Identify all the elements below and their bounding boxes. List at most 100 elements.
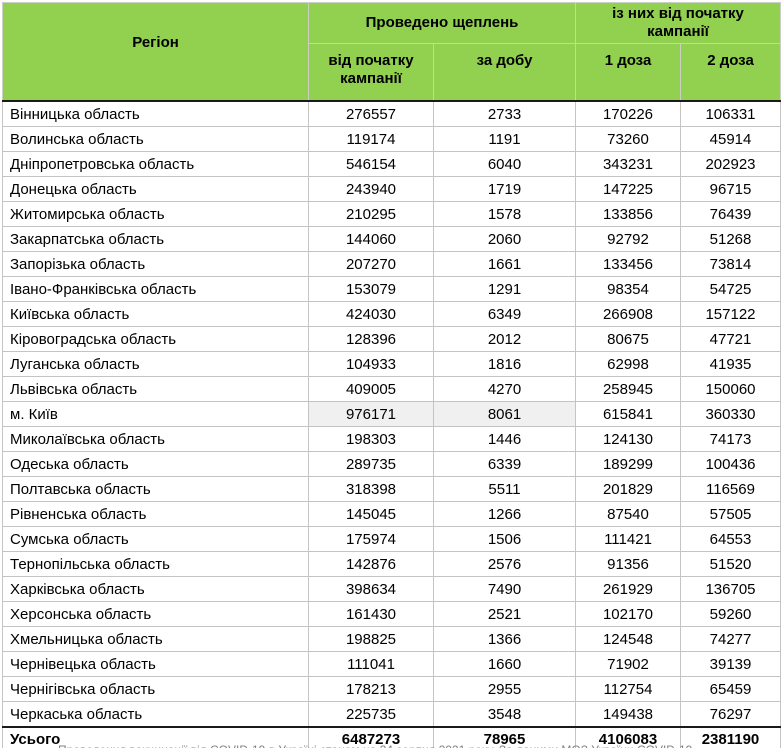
dose2-cell: 106331 — [680, 100, 781, 127]
dose1-cell: 87540 — [575, 501, 681, 527]
since-start-cell: 142876 — [308, 551, 434, 577]
figure-caption-partial: Проведення вакцинації від COVID-19 в Укр… — [58, 743, 780, 748]
dose1-cell: 112754 — [575, 676, 681, 702]
dose2-cell: 157122 — [680, 301, 781, 327]
dose1-cell: 258945 — [575, 376, 681, 402]
total-dose2-cell: 2381190 — [680, 726, 781, 748]
total-day-cell: 78965 — [433, 726, 576, 748]
per-day-cell: 1578 — [433, 201, 576, 227]
dose1-cell: 80675 — [575, 326, 681, 352]
since-start-cell: 424030 — [308, 301, 434, 327]
region-cell: Івано-Франківська область — [2, 276, 309, 302]
per-day-cell: 6339 — [433, 451, 576, 477]
table-row: Львівська область 409005 4270 258945 150060 — [2, 376, 781, 402]
table-row: Чернігівська область 178213 2955 112754 6545… — [2, 676, 781, 702]
header-group-vaccinations: Проведено щеплень — [308, 2, 576, 44]
dose1-cell: 147225 — [575, 176, 681, 202]
table-row: Київська область 424030 6349 266908 157122 — [2, 301, 781, 327]
table-row: Черкаська область 225735 3548 149438 76297 — [2, 701, 781, 728]
per-day-cell: 8061 — [433, 401, 576, 427]
dose2-cell: 39139 — [680, 651, 781, 677]
dose1-cell: 261929 — [575, 576, 681, 602]
dose2-cell: 360330 — [680, 401, 781, 427]
since-start-cell: 243940 — [308, 176, 434, 202]
region-cell: Рівненська область — [2, 501, 309, 527]
per-day-cell: 2955 — [433, 676, 576, 702]
per-day-cell: 1191 — [433, 126, 576, 152]
dose1-cell: 124548 — [575, 626, 681, 652]
since-start-cell: 276557 — [308, 100, 434, 127]
dose1-cell: 201829 — [575, 476, 681, 502]
table-body: Вінницька область 276557 2733 170226 106331 В… — [2, 100, 781, 728]
table-row: Сумська область 175974 1506 111421 64553 — [2, 526, 781, 552]
region-cell: Харківська область — [2, 576, 309, 602]
table-row: Луганська область 104933 1816 62998 41935 — [2, 351, 781, 377]
header-group-since-campaign: із них від початку кампанії — [575, 2, 781, 44]
region-cell: Полтавська область — [2, 476, 309, 502]
since-start-cell: 198825 — [308, 626, 434, 652]
per-day-cell: 1366 — [433, 626, 576, 652]
region-cell: Миколаївська область — [2, 426, 309, 452]
dose2-cell: 59260 — [680, 601, 781, 627]
per-day-cell: 6349 — [433, 301, 576, 327]
since-start-cell: 119174 — [308, 126, 434, 152]
table-row: Тернопільська область 142876 2576 91356 5152… — [2, 551, 781, 577]
since-start-cell: 144060 — [308, 226, 434, 252]
dose1-cell: 133856 — [575, 201, 681, 227]
header-col-per-day: за добу — [433, 43, 576, 102]
dose1-cell: 92792 — [575, 226, 681, 252]
total-since-cell: 6487273 — [308, 726, 434, 748]
per-day-cell: 1506 — [433, 526, 576, 552]
since-start-cell: 145045 — [308, 501, 434, 527]
table-row: Херсонська область 161430 2521 102170 59260 — [2, 601, 781, 627]
dose2-cell: 51268 — [680, 226, 781, 252]
dose1-cell: 102170 — [575, 601, 681, 627]
dose1-cell: 111421 — [575, 526, 681, 552]
header-col-since-start: від початку кампанії — [308, 43, 434, 102]
per-day-cell: 2521 — [433, 601, 576, 627]
per-day-cell: 1660 — [433, 651, 576, 677]
table-row: Харківська область 398634 7490 261929 136705 — [2, 576, 781, 602]
table-row: Донецька область 243940 1719 147225 96715 — [2, 176, 781, 202]
table-row: Волинська область 119174 1191 73260 45914 — [2, 126, 781, 152]
dose1-cell: 133456 — [575, 251, 681, 277]
since-start-cell: 318398 — [308, 476, 434, 502]
per-day-cell: 2060 — [433, 226, 576, 252]
dose2-cell: 47721 — [680, 326, 781, 352]
dose2-cell: 100436 — [680, 451, 781, 477]
table-row: Кіровоградська область 128396 2012 80675 477… — [2, 326, 781, 352]
per-day-cell: 2012 — [433, 326, 576, 352]
since-start-cell: 175974 — [308, 526, 434, 552]
since-start-cell: 198303 — [308, 426, 434, 452]
table-row: Закарпатська область 144060 2060 92792 51268 — [2, 226, 781, 252]
dose1-cell: 615841 — [575, 401, 681, 427]
dose1-cell: 73260 — [575, 126, 681, 152]
since-start-cell: 976171 — [308, 401, 434, 427]
table-row: Вінницька область 276557 2733 170226 106331 — [2, 100, 781, 127]
dose1-cell: 71902 — [575, 651, 681, 677]
region-cell: Черкаська область — [2, 701, 309, 728]
since-start-cell: 207270 — [308, 251, 434, 277]
table-row: Івано-Франківська область 153079 1291 98354… — [2, 276, 781, 302]
table-row: Рівненська область 145045 1266 87540 57505 — [2, 501, 781, 527]
total-row: Усього 6487273 78965 4106083 2381190 — [2, 726, 781, 748]
dose1-cell: 266908 — [575, 301, 681, 327]
per-day-cell: 4270 — [433, 376, 576, 402]
dose2-cell: 96715 — [680, 176, 781, 202]
since-start-cell: 111041 — [308, 651, 434, 677]
dose1-cell: 62998 — [575, 351, 681, 377]
table-row: Житомирська область 210295 1578 133856 76439 — [2, 201, 781, 227]
total-label: Усього — [2, 726, 309, 748]
table-row: Полтавська область 318398 5511 201829 116569 — [2, 476, 781, 502]
dose1-cell: 124130 — [575, 426, 681, 452]
dose2-cell: 73814 — [680, 251, 781, 277]
dose2-cell: 202923 — [680, 151, 781, 177]
region-cell: Одеська область — [2, 451, 309, 477]
table-row: м. Київ 976171 8061 615841 360330 — [2, 401, 781, 427]
since-start-cell: 153079 — [308, 276, 434, 302]
dose2-cell: 76439 — [680, 201, 781, 227]
dose1-cell: 189299 — [575, 451, 681, 477]
dose1-cell: 149438 — [575, 701, 681, 728]
dose2-cell: 65459 — [680, 676, 781, 702]
